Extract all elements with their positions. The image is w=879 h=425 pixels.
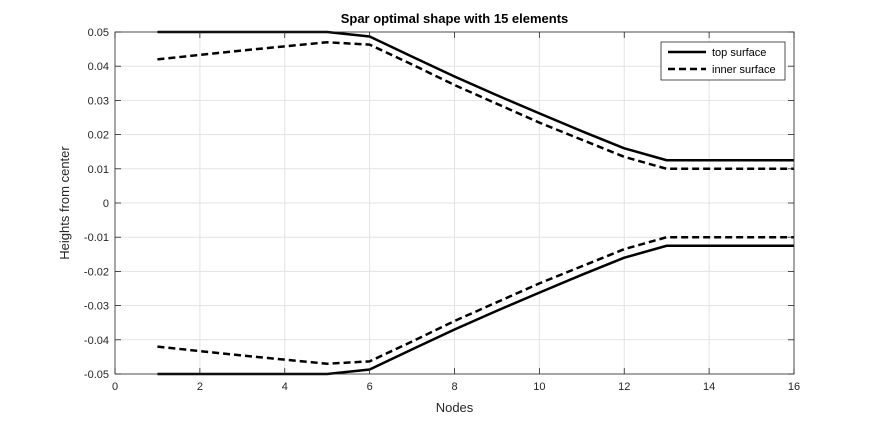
x-tick-label: 8 xyxy=(451,381,457,393)
legend-label-top-surface: top surface xyxy=(712,47,766,59)
legend-label-inner-surface: inner surface xyxy=(712,64,776,76)
y-tick-label: 0.05 xyxy=(88,27,109,39)
y-tick-label: 0 xyxy=(103,198,109,210)
x-tick-label: 2 xyxy=(197,381,203,393)
x-tick-label: 0 xyxy=(112,381,118,393)
y-tick-label: -0.04 xyxy=(84,335,109,347)
legend-box xyxy=(660,41,786,81)
x-tick-label: 14 xyxy=(703,381,715,393)
legend: top surface inner surface xyxy=(660,41,786,81)
x-axis-label: Nodes xyxy=(436,400,474,415)
x-tick-labels: 0 2 4 6 8 10 12 14 16 xyxy=(112,381,800,393)
x-tick-label: 10 xyxy=(533,381,545,393)
tick-marks xyxy=(114,31,795,375)
series-line-inner-surface-upper xyxy=(157,41,794,171)
grid-lines xyxy=(114,31,795,375)
y-tick-label: 0.03 xyxy=(88,95,109,107)
y-axis-label: Heights from center xyxy=(57,146,72,260)
y-tick-label: 0.02 xyxy=(88,130,109,142)
y-tick-label: -0.01 xyxy=(84,232,109,244)
x-tick-label: 12 xyxy=(618,381,630,393)
y-tick-label: -0.02 xyxy=(84,266,109,278)
y-tick-label: 0.01 xyxy=(88,164,109,176)
y-tick-labels: 0.05 0.04 0.03 0.02 0.01 0 -0.01 -0.02 -0.03 -0.0… xyxy=(84,27,109,381)
x-tick-label: 16 xyxy=(788,381,800,393)
y-tick-label: -0.05 xyxy=(84,369,109,381)
series-line-inner-surface-lower xyxy=(157,235,794,365)
x-tick-label: 6 xyxy=(367,381,373,393)
chart-title: Spar optimal shape with 15 elements xyxy=(341,11,569,26)
y-tick-label: 0.04 xyxy=(88,61,109,73)
x-tick-label: 4 xyxy=(282,381,288,393)
y-tick-label: -0.03 xyxy=(84,301,109,313)
